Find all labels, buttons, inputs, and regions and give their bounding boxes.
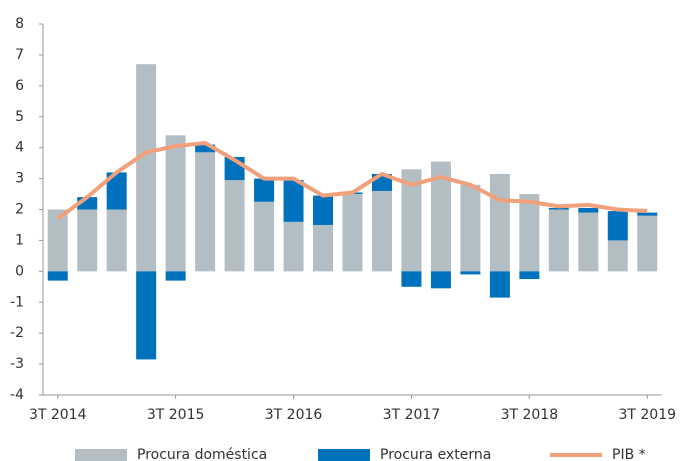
- y-tick-label: 0: [15, 263, 24, 279]
- y-tick-label: -4: [10, 387, 24, 403]
- y-tick-label: 2: [15, 202, 24, 218]
- y-tick-label: 8: [15, 16, 24, 32]
- y-tick-label: -1: [10, 294, 24, 310]
- bar: [47, 209, 68, 272]
- bar: [401, 169, 422, 272]
- legend-label: PIB *: [612, 447, 646, 461]
- bar: [77, 209, 98, 272]
- bar: [195, 144, 216, 153]
- x-tick-label: 3T 2019: [618, 407, 676, 423]
- bar: [548, 209, 569, 272]
- y-tick-label: 5: [15, 109, 24, 125]
- bar: [136, 64, 157, 272]
- bar: [548, 207, 569, 210]
- bar: [371, 190, 392, 272]
- bar: [607, 240, 628, 272]
- x-tick-label: 3T 2017: [383, 407, 441, 423]
- legend-swatch: [75, 449, 127, 461]
- bar: [519, 194, 540, 272]
- bar: [195, 152, 216, 272]
- bar: [430, 271, 451, 289]
- line: [56, 141, 648, 221]
- bar: [254, 178, 275, 202]
- x-tick-label: 3T 2018: [501, 407, 559, 423]
- legend-label: Procura externa: [380, 447, 491, 461]
- bar: [47, 271, 68, 281]
- x-tick-label: 3T 2014: [29, 407, 87, 423]
- x-tick-label: 3T 2015: [147, 407, 205, 423]
- bar: [165, 135, 186, 272]
- bar: [283, 221, 304, 272]
- bar: [313, 195, 334, 225]
- bar: [578, 207, 599, 213]
- bar: [637, 215, 658, 272]
- bar: [607, 211, 628, 241]
- bar: [106, 209, 127, 272]
- y-tick-label: 7: [15, 47, 24, 63]
- y-tick-label: 3: [15, 171, 24, 187]
- bar: [519, 271, 540, 280]
- bar: [637, 212, 658, 216]
- y-tick-label: 6: [15, 78, 24, 94]
- bar: [342, 194, 363, 272]
- bar: [313, 224, 334, 272]
- bar: [489, 173, 510, 272]
- x-tick-label: 3T 2016: [265, 407, 323, 423]
- y-tick-label: -3: [10, 356, 24, 372]
- bar: [460, 184, 481, 272]
- bar: [489, 271, 510, 298]
- y-tick-label: 4: [15, 140, 24, 156]
- bar: [165, 271, 186, 281]
- bar: [283, 180, 304, 222]
- legend-label: Procura doméstica: [137, 447, 267, 461]
- bar: [224, 180, 245, 272]
- bar: [401, 271, 422, 287]
- bar: [460, 271, 481, 275]
- legend-swatch: [318, 449, 370, 461]
- bar: [136, 271, 157, 360]
- y-tick-label: -2: [10, 325, 24, 341]
- y-tick-label: 1: [15, 232, 24, 248]
- bar: [430, 161, 451, 272]
- bar: [254, 201, 275, 272]
- bar: [106, 172, 127, 210]
- bar: [578, 212, 599, 272]
